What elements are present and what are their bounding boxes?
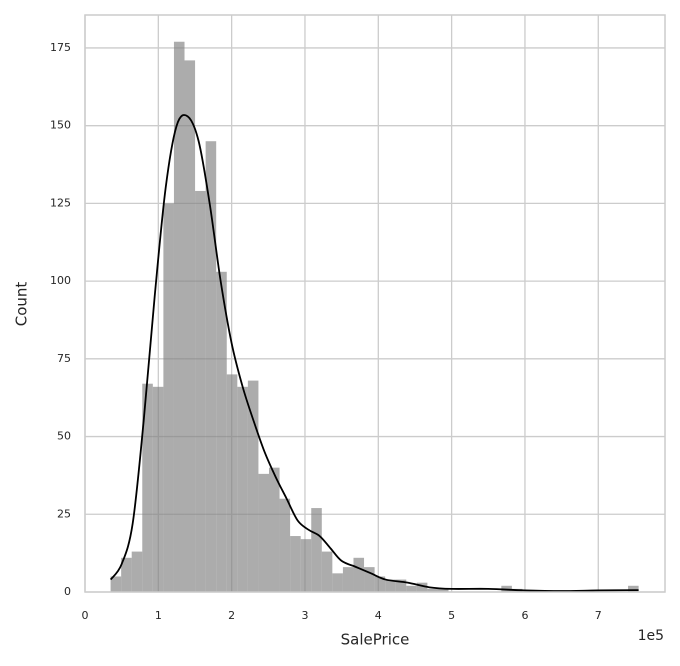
bar bbox=[110, 576, 122, 592]
bar bbox=[406, 585, 417, 592]
x-tick-label: 7 bbox=[595, 609, 602, 622]
x-tick-label: 1 bbox=[155, 609, 162, 622]
bar bbox=[195, 190, 206, 592]
bar bbox=[258, 473, 269, 592]
bar bbox=[353, 557, 365, 592]
bar bbox=[321, 551, 333, 592]
bar bbox=[279, 498, 291, 592]
bar bbox=[226, 374, 238, 592]
x-tick-label: 4 bbox=[375, 609, 382, 622]
y-tick-label: 150 bbox=[50, 119, 71, 132]
bar bbox=[364, 567, 375, 592]
bar bbox=[121, 557, 132, 592]
x-axis-label: SalePrice bbox=[341, 631, 410, 649]
plot-frame bbox=[84, 14, 666, 593]
bar bbox=[290, 536, 301, 592]
x-tick-label: 0 bbox=[82, 609, 89, 622]
y-tick-label: 50 bbox=[57, 430, 71, 443]
bar bbox=[416, 582, 428, 592]
bar bbox=[247, 380, 259, 592]
bar bbox=[300, 539, 312, 592]
kde-line bbox=[109, 114, 639, 592]
x-tick-label: 3 bbox=[301, 609, 308, 622]
y-tick-label: 0 bbox=[64, 585, 71, 598]
y-tick-label: 75 bbox=[57, 352, 71, 365]
x-offset-label: 1e5 bbox=[638, 628, 664, 644]
bar bbox=[205, 141, 217, 592]
y-tick-label: 175 bbox=[50, 41, 71, 54]
y-tick-label: 100 bbox=[50, 274, 71, 287]
bar bbox=[237, 386, 248, 592]
y-tick-label: 25 bbox=[57, 507, 71, 520]
bar bbox=[216, 271, 227, 592]
bar bbox=[395, 579, 407, 592]
bar bbox=[142, 383, 153, 592]
x-tick-label: 6 bbox=[521, 609, 528, 622]
bar bbox=[332, 573, 343, 592]
bar bbox=[311, 508, 322, 592]
bar bbox=[268, 467, 280, 592]
x-tick-label: 5 bbox=[448, 609, 455, 622]
bar bbox=[628, 585, 639, 592]
bar bbox=[163, 203, 174, 592]
bar bbox=[374, 576, 386, 592]
bar bbox=[131, 551, 143, 592]
bar bbox=[385, 579, 396, 592]
y-axis-label: Count bbox=[13, 282, 31, 327]
bar bbox=[427, 588, 438, 592]
bar bbox=[342, 567, 354, 592]
y-tick-label: 125 bbox=[50, 196, 71, 209]
bar bbox=[184, 60, 196, 592]
bar bbox=[152, 386, 164, 592]
bar bbox=[437, 588, 449, 592]
bar bbox=[173, 41, 185, 593]
x-tick-label: 2 bbox=[228, 609, 235, 622]
